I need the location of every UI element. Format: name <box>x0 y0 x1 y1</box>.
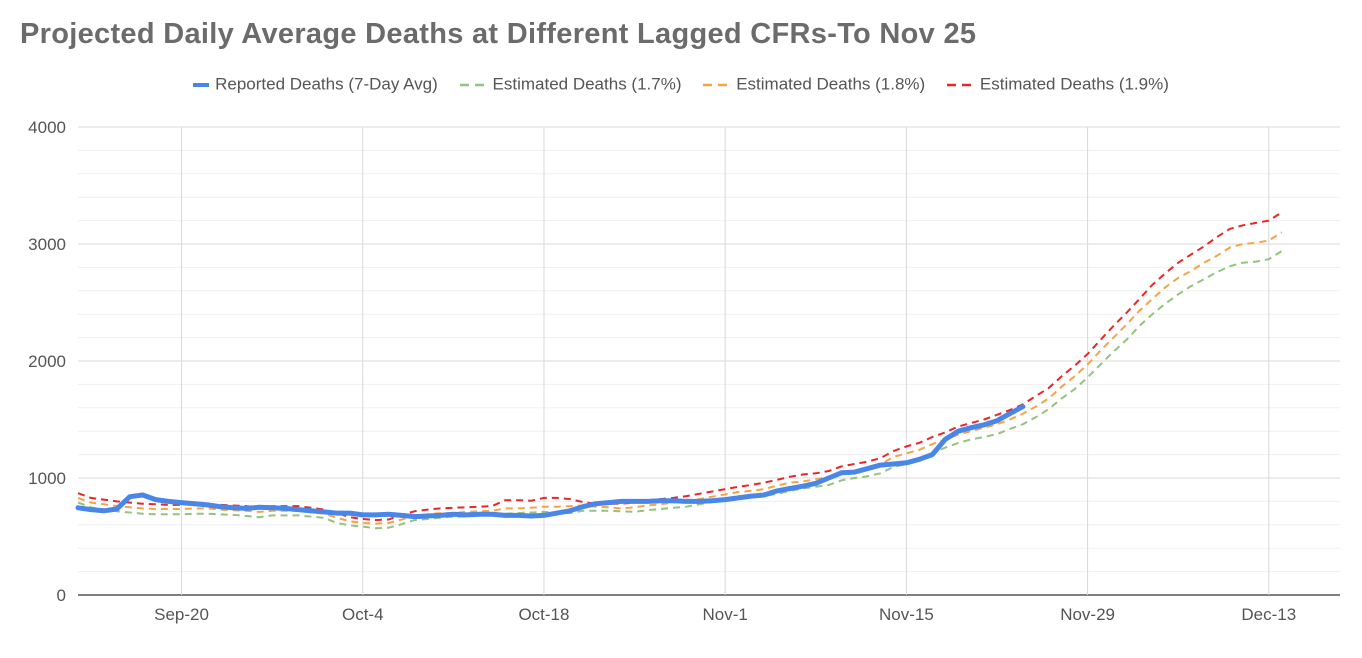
legend-swatch-cfr-1-8 <box>703 83 730 87</box>
legend-swatch-cfr-1-9 <box>946 83 973 87</box>
legend-item-cfr-1-7: Estimated Deaths (1.7%) <box>459 74 682 95</box>
legend-label-reported: Reported Deaths (7-Day Avg) <box>215 74 438 94</box>
y-tick-label: 3000 <box>28 235 66 254</box>
x-tick-label: Nov-15 <box>879 605 934 624</box>
chart-series <box>75 211 1283 530</box>
x-tick-label: Dec-13 <box>1241 605 1296 624</box>
legend-label-cfr-1-8: Estimated Deaths (1.8%) <box>736 74 926 94</box>
legend-item-cfr-1-9: Estimated Deaths (1.9%) <box>946 74 1169 95</box>
y-tick-label: 0 <box>57 586 66 605</box>
series-line-reported <box>75 404 1026 520</box>
legend-label-cfr-1-9: Estimated Deaths (1.9%) <box>979 74 1169 94</box>
chart-title: Projected Daily Average Deaths at Differ… <box>20 18 977 50</box>
x-tick-label: Oct-4 <box>342 605 384 624</box>
x-tick-label: Nov-1 <box>702 605 747 624</box>
x-axis-ticks: Sep-20 Oct-4 Oct-18 Nov-1 Nov-15 Nov-29 Dec-13 <box>154 605 1296 624</box>
y-tick-label: 4000 <box>28 118 66 137</box>
series-line-cfr-1-7 <box>77 250 1283 530</box>
chart-legend: Reported Deaths (7-Day Avg) Estimated De… <box>0 74 1362 95</box>
chart-grid <box>78 126 1340 596</box>
y-tick-label: 2000 <box>28 352 66 371</box>
legend-swatch-cfr-1-7 <box>459 83 486 87</box>
legend-swatch-reported <box>192 82 211 87</box>
legend-item-cfr-1-8: Estimated Deaths (1.8%) <box>702 74 925 95</box>
x-tick-label: Sep-20 <box>154 605 209 624</box>
legend-label-cfr-1-7: Estimated Deaths (1.7%) <box>492 74 682 94</box>
legend-item-reported: Reported Deaths (7-Day Avg) <box>192 74 438 95</box>
series-line-cfr-1-8 <box>77 231 1283 525</box>
y-tick-label: 1000 <box>28 469 66 488</box>
series-line-cfr-1-9 <box>77 211 1283 522</box>
x-tick-label: Nov-29 <box>1060 605 1115 624</box>
x-tick-label: Oct-18 <box>518 605 569 624</box>
y-axis-ticks: 0 1000 2000 3000 4000 <box>28 118 66 605</box>
